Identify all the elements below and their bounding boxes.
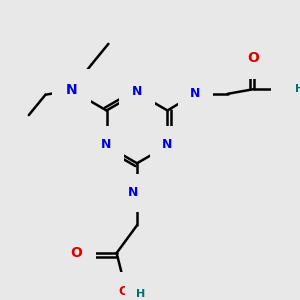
Text: N: N [101,138,112,151]
Text: O: O [248,51,260,65]
Text: N: N [66,83,77,97]
Text: O: O [119,284,129,298]
Text: N: N [132,85,142,98]
Text: N: N [162,138,173,151]
Text: H: H [295,84,300,94]
Text: O: O [70,246,83,260]
Text: H: H [136,289,145,299]
Text: O: O [283,83,294,96]
Text: N: N [190,87,200,100]
Text: H: H [190,82,200,92]
Text: N: N [128,186,139,200]
Text: H: H [119,188,129,198]
